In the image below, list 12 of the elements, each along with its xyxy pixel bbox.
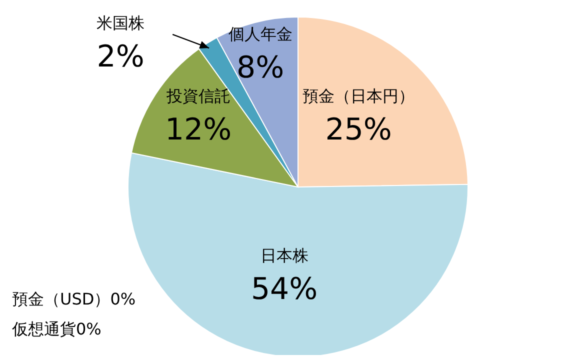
data-label: 2% xyxy=(96,39,144,74)
slice-label: 投資信託 xyxy=(165,86,230,106)
data-label: 8% xyxy=(236,50,284,86)
slice-label: 米国株 xyxy=(96,13,145,32)
slice-label: 日本株 xyxy=(260,246,308,266)
category-label: 預金（USD）0% xyxy=(12,289,136,308)
slice-label: 預金（日本円） xyxy=(302,86,415,106)
category-label: 仮想通貨0% xyxy=(12,319,102,338)
data-label: 12% xyxy=(164,112,232,148)
slice-label: 個人年金 xyxy=(228,24,292,44)
data-label: 25% xyxy=(325,112,392,148)
data-label: 54% xyxy=(250,272,318,308)
